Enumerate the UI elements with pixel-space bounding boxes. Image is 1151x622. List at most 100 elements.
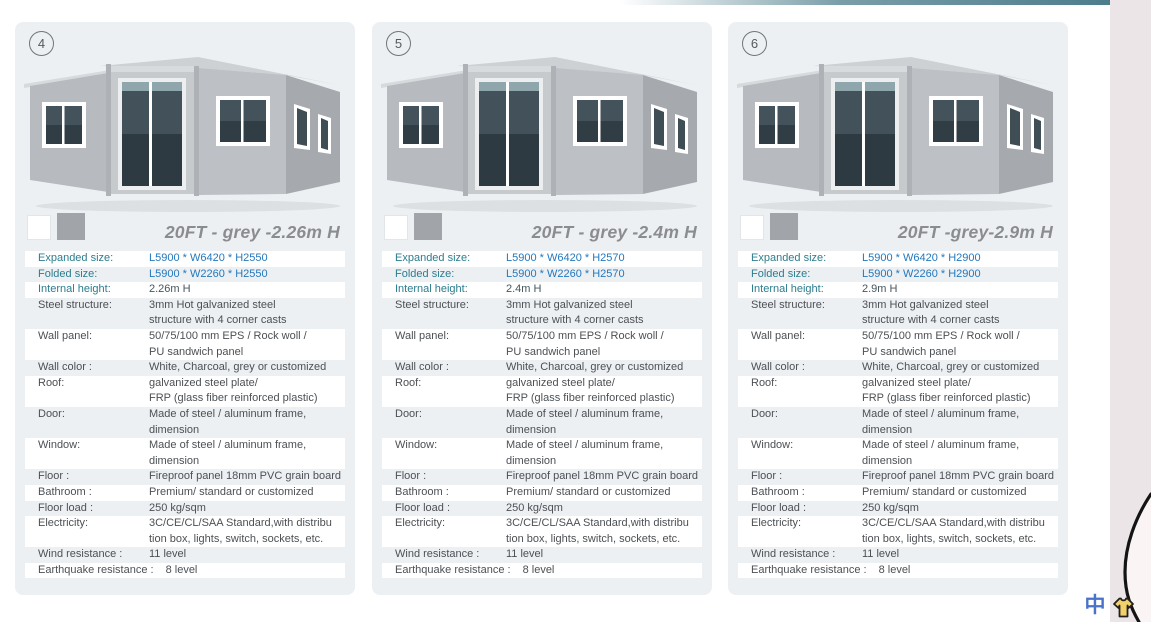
spec-value: White, Charcoal, grey or customized [506,361,684,374]
spec-value: 2.26m H [149,283,191,296]
language-icon[interactable]: 中 [1084,594,1106,617]
mascot-figure [1123,492,1151,622]
spec-value: 2.4m H [506,283,542,296]
spec-row: Electricity: 3C/CE/CL/SAA Standard,with d… [738,516,1058,548]
spec-row: Wind resistance : 11 level [382,547,702,563]
spec-row: Bathroom : Premium/ standard or customize… [382,484,702,501]
spec-label: Window: [395,439,438,452]
spec-label: Floor load : [751,501,807,514]
color-swatch-grey [57,213,85,240]
spec-row: Steel structure: 3mm Hot galvanized steel… [382,298,702,329]
spec-value: 8 level [522,563,555,576]
panel-number-badge: 6 [742,31,767,56]
spec-label: Door: [38,407,65,420]
spec-row: Floor load : 250 kg/sqm [382,501,702,517]
spec-label: Internal height: [38,283,111,296]
spec-value: L5900 * W2260 * H2550 [149,267,268,280]
spec-label: Floor load : [395,501,451,514]
panel-number-badge: 5 [386,31,411,56]
spec-value: Fireproof panel 18mm PVC grain board [149,470,341,483]
spec-row: Roof: galvanized steel plate/FRP (glass f… [382,375,702,407]
color-swatch-white [385,216,407,239]
spec-value: 11 level [862,548,900,561]
spec-label: Steel structure: [395,298,469,311]
spec-label: Wall panel: [751,329,806,342]
spec-label: Electricity: [38,517,89,530]
spec-row: Folded size: L5900 * W2260 * H2550 [25,267,345,283]
container-house-image [737,57,1057,212]
spec-row: Internal height: 2.26m H [25,282,345,298]
spec-row: Earthquake resistance : 8 level [25,562,345,579]
spec-label: Folded size: [751,267,811,280]
spec-label: Wind resistance : [38,548,123,561]
spec-label: Expanded size: [38,252,114,264]
spec-label: Steel structure: [751,298,825,311]
spec-row: Folded size: L5900 * W2260 * H2900 [738,267,1058,283]
spec-value: 8 level [878,563,911,576]
spec-row: Door: Made of steel / aluminum frame, dime… [382,407,702,438]
spec-value: galvanized steel plate/FRP (glass fiber … [862,376,1031,405]
spec-row: Steel structure: 3mm Hot galvanized steel… [25,298,345,329]
spec-label: Window: [38,439,81,452]
spec-value: Made of steel / aluminum frame, dimension [506,407,664,436]
spec-row: Bathroom : Premium/ standard or customize… [738,484,1058,501]
product-panel: 5 [372,22,712,595]
color-swatch-grey [414,213,442,240]
spec-row: Floor : Fireproof panel 18mm PVC grain bo… [25,469,345,485]
spec-row: Expanded size: L5900 * W6420 * H2900 [738,251,1058,267]
spec-value: Made of steel / aluminum frame, dimension [862,439,1020,467]
spec-label: Door: [751,407,778,420]
spec-value: Premium/ standard or customized [149,485,314,498]
spec-label: Internal height: [395,283,468,296]
spec-label: Electricity: [751,517,802,530]
spec-label: Folded size: [395,267,455,280]
spec-label: Internal height: [751,283,824,296]
spec-row: Earthquake resistance : 8 level [738,562,1058,579]
spec-label: Window: [751,439,794,452]
spec-value: White, Charcoal, grey or customized [149,361,327,374]
spec-value: Fireproof panel 18mm PVC grain board [506,470,698,483]
spec-row: Expanded size: L5900 * W6420 * H2570 [382,251,702,267]
container-house-image [24,57,344,212]
spec-row: Floor load : 250 kg/sqm [25,501,345,517]
panel-title: 20FT - grey -2.4m H [531,222,697,242]
spec-value: Premium/ standard or customized [862,485,1027,498]
spec-row: Wind resistance : 11 level [25,547,345,563]
spec-value: 3mm Hot galvanized steel structure with 4… [149,298,287,327]
spec-row: Window: Made of steel / aluminum frame, di… [382,438,702,470]
spec-label: Roof: [751,376,778,389]
spec-value: Made of steel / aluminum frame, dimension [149,439,307,467]
spec-label: Bathroom : [395,485,449,498]
spec-value: 3C/CE/CL/SAA Standard,with distribu tion … [506,517,689,545]
spec-value: Fireproof panel 18mm PVC grain board [862,470,1054,483]
spec-value: 3C/CE/CL/SAA Standard,with distribu tion … [862,517,1045,545]
spec-row: Floor load : 250 kg/sqm [738,501,1058,517]
product-panel: 6 [728,22,1068,595]
spec-row: Door: Made of steel / aluminum frame, dime… [25,407,345,438]
spec-row: Window: Made of steel / aluminum frame, di… [25,438,345,470]
panel-title: 20FT - grey -2.26m H [164,222,340,242]
spec-value: Premium/ standard or customized [506,485,671,498]
panel-title: 20FT -grey-2.9m H [897,222,1053,242]
spec-label: Wind resistance : [751,548,836,561]
spec-label: Floor : [38,470,70,483]
spec-label: Electricity: [395,517,446,530]
spec-value: 250 kg/sqm [506,501,563,514]
spec-value: L5900 * W2260 * H2570 [506,267,625,280]
spec-value: Made of steel / aluminum frame, dimension [862,407,1020,436]
spec-label: Roof: [395,376,422,389]
product-panel: 4 [15,22,355,595]
spec-value: galvanized steel plate/FRP (glass fiber … [506,376,675,405]
spec-value: 250 kg/sqm [149,501,206,514]
spec-value: 50/75/100 mm EPS / Rock woll / PU sandwic… [149,329,307,358]
panel-number-badge: 4 [29,31,54,56]
tshirt-icon[interactable] [1110,595,1137,620]
spec-row: Wind resistance : 11 level [738,547,1058,563]
spec-row: Roof: galvanized steel plate/FRP (glass f… [738,375,1058,407]
spec-label: Wall color : [38,361,92,374]
spec-value: 50/75/100 mm EPS / Rock woll / PU sandwic… [862,329,1020,358]
color-swatch-white [28,216,50,239]
spec-row: Wall color : White, Charcoal, grey or cus… [382,360,702,376]
spec-row: Wall color : White, Charcoal, grey or cus… [738,360,1058,376]
